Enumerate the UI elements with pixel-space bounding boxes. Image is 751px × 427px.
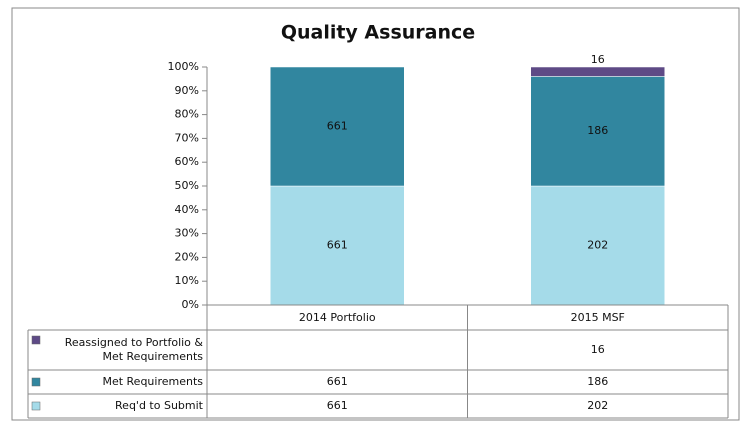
- y-tick-label: 100%: [168, 60, 199, 73]
- bar-segment: [530, 185, 665, 306]
- legend-label: Met Requirements: [102, 375, 203, 388]
- legend-key: [31, 401, 41, 411]
- legend-key: [31, 335, 41, 345]
- y-tick-label: 10%: [175, 274, 199, 287]
- table-value: 202: [587, 399, 608, 412]
- legend-key: [31, 377, 41, 387]
- y-tick-label: 40%: [175, 203, 199, 216]
- chart-title: Quality Assurance: [281, 22, 475, 44]
- x-tick-label: 2014 Portfolio: [299, 311, 376, 324]
- y-tick-label: 70%: [175, 131, 199, 144]
- data-label: 661: [327, 120, 348, 133]
- y-tick-label: 20%: [175, 250, 199, 263]
- legend-label-text: Met Requirements: [102, 375, 203, 388]
- bar-segment: [270, 185, 405, 306]
- y-tick-label: 0%: [182, 298, 199, 311]
- y-tick-label: 60%: [175, 155, 199, 168]
- bar-segment: [270, 66, 405, 187]
- legend-label-text: Req'd to Submit: [115, 399, 203, 412]
- bar-segment: [530, 66, 665, 77]
- data-label: 186: [587, 124, 608, 137]
- y-tick-label: 30%: [175, 227, 199, 240]
- data-label: 661: [327, 239, 348, 252]
- data-label: 16: [591, 53, 605, 66]
- x-tick-label: 2015 MSF: [571, 311, 625, 324]
- bar-segment: [530, 76, 665, 187]
- y-tick-label: 50%: [175, 179, 199, 192]
- data-label: 202: [587, 239, 608, 252]
- table-value: 661: [327, 399, 348, 412]
- legend-label: Reassigned to Portfolio & Met Requiremen…: [64, 336, 203, 363]
- legend-label-text: Reassigned to Portfolio & Met Requiremen…: [64, 336, 203, 363]
- table-value: 661: [327, 375, 348, 388]
- table-value: 16: [591, 343, 605, 356]
- legend-label: Req'd to Submit: [115, 399, 203, 412]
- table-value: 186: [587, 375, 608, 388]
- y-tick-label: 80%: [175, 108, 199, 121]
- y-tick-label: 90%: [175, 84, 199, 97]
